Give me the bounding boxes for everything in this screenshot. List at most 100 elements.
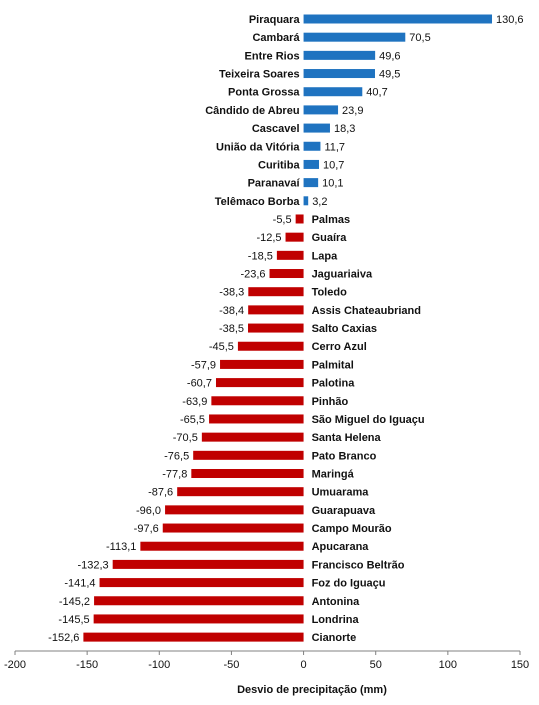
value-label-3: 49,5 [379,69,400,81]
category-label-8: Curitiba [258,159,300,171]
category-label-14: Jaguariaiva [312,269,373,281]
x-tick-label-5: 50 [370,659,382,671]
value-label-27: -96,0 [136,505,161,517]
value-label-20: -60,7 [187,378,212,390]
bar-22 [209,414,304,424]
bar-11 [295,214,304,224]
category-label-16: Assis Chateaubriand [312,305,421,317]
bar-18 [237,341,304,351]
labels-layer: Piraquara 130,6 Cambará 70,5 Entre Rios 49,6 T… [48,14,523,644]
bar-1 [303,32,406,42]
category-label-9: Paranavaí [248,178,301,190]
value-label-24: -76,5 [164,450,189,462]
bar-15 [248,287,304,297]
value-label-12: -12,5 [256,232,281,244]
value-label-9: 10,1 [322,178,343,190]
category-label-24: Pato Branco [312,450,377,462]
bar-26 [177,487,304,497]
value-label-11: -5,5 [273,214,292,226]
category-label-32: Antonina [312,596,361,608]
value-label-21: -63,9 [182,396,207,408]
value-label-29: -113,1 [106,541,136,553]
category-label-31: Foz do Iguaçu [312,578,386,590]
category-label-2: Entre Rios [245,50,300,62]
category-label-33: Londrina [312,614,360,626]
category-label-21: Pinhão [312,396,349,408]
value-label-14: -23,6 [240,269,265,281]
category-label-34: Cianorte [312,632,357,644]
category-label-11: Palmas [312,214,351,226]
value-label-25: -77,8 [162,469,187,481]
category-label-25: Maringá [312,469,355,481]
x-tick-label-3: -50 [223,659,239,671]
bar-31 [99,578,304,588]
bar-30 [112,559,304,569]
x-axis: -200 -150 -100 -50 0 50 100 150 [4,650,529,671]
bar-25 [191,469,304,478]
value-label-33: -145,5 [58,614,89,626]
value-label-30: -132,3 [77,559,108,571]
bar-17 [248,323,304,333]
value-label-22: -65,5 [180,414,205,426]
value-label-19: -57,9 [191,359,216,371]
value-label-5: 23,9 [342,105,363,117]
bar-12 [285,232,304,242]
category-label-4: Ponta Grossa [228,87,300,99]
bar-20 [215,378,304,388]
value-label-15: -38,3 [219,287,244,299]
value-label-7: 11,7 [324,141,345,153]
value-label-10: 3,2 [312,196,327,208]
x-tick-label-2: -100 [148,659,170,671]
category-label-22: São Miguel do Iguaçu [312,414,425,426]
category-label-28: Campo Mourão [312,523,392,535]
category-label-18: Cerro Azul [312,341,367,353]
bar-33 [93,614,304,624]
value-label-6: 18,3 [334,123,355,135]
x-tick-label-7: 150 [511,659,529,671]
bar-19 [220,359,304,369]
category-label-17: Salto Caxias [312,323,377,335]
category-label-19: Palmital [312,359,354,371]
bar-32 [94,596,304,606]
value-label-34: -152,6 [48,632,79,644]
category-label-5: Cândido de Abreu [205,105,299,117]
bar-24 [193,450,304,460]
x-tick-label-0: -200 [4,659,26,671]
bar-4 [303,87,363,97]
category-label-6: Cascavel [252,123,300,135]
value-label-2: 49,6 [379,50,400,62]
value-label-31: -141,4 [64,578,95,590]
value-label-26: -87,6 [148,487,173,499]
bar-13 [276,250,304,260]
bar-21 [211,396,304,406]
category-label-20: Palotina [312,378,356,390]
x-tick-label-6: 100 [439,659,457,671]
bar-23 [201,432,304,442]
value-label-28: -97,6 [134,523,159,535]
category-label-10: Telêmaco Borba [215,196,301,208]
bar-2 [303,50,376,60]
value-label-1: 70,5 [409,32,430,44]
category-label-3: Teixeira Soares [219,69,300,81]
bar-8 [303,159,320,169]
bar-5 [303,105,339,115]
category-label-29: Apucarana [312,541,370,553]
bar-28 [162,523,304,533]
bar-29 [140,541,304,551]
value-label-32: -145,2 [59,596,90,608]
x-tick-label-4: 0 [301,659,307,671]
category-label-27: Guarapuava [312,505,376,517]
category-label-26: Umuarama [312,487,370,499]
x-tick-label-1: -150 [76,659,98,671]
bar-7 [303,141,321,151]
value-label-17: -38,5 [219,323,244,335]
bar-14 [269,269,304,279]
value-label-16: -38,4 [219,305,244,317]
bar-9 [303,178,319,188]
value-label-18: -45,5 [209,341,234,353]
bar-10 [303,196,309,206]
category-label-12: Guaíra [312,232,348,244]
value-label-4: 40,7 [366,87,387,99]
bar-0 [303,14,493,24]
